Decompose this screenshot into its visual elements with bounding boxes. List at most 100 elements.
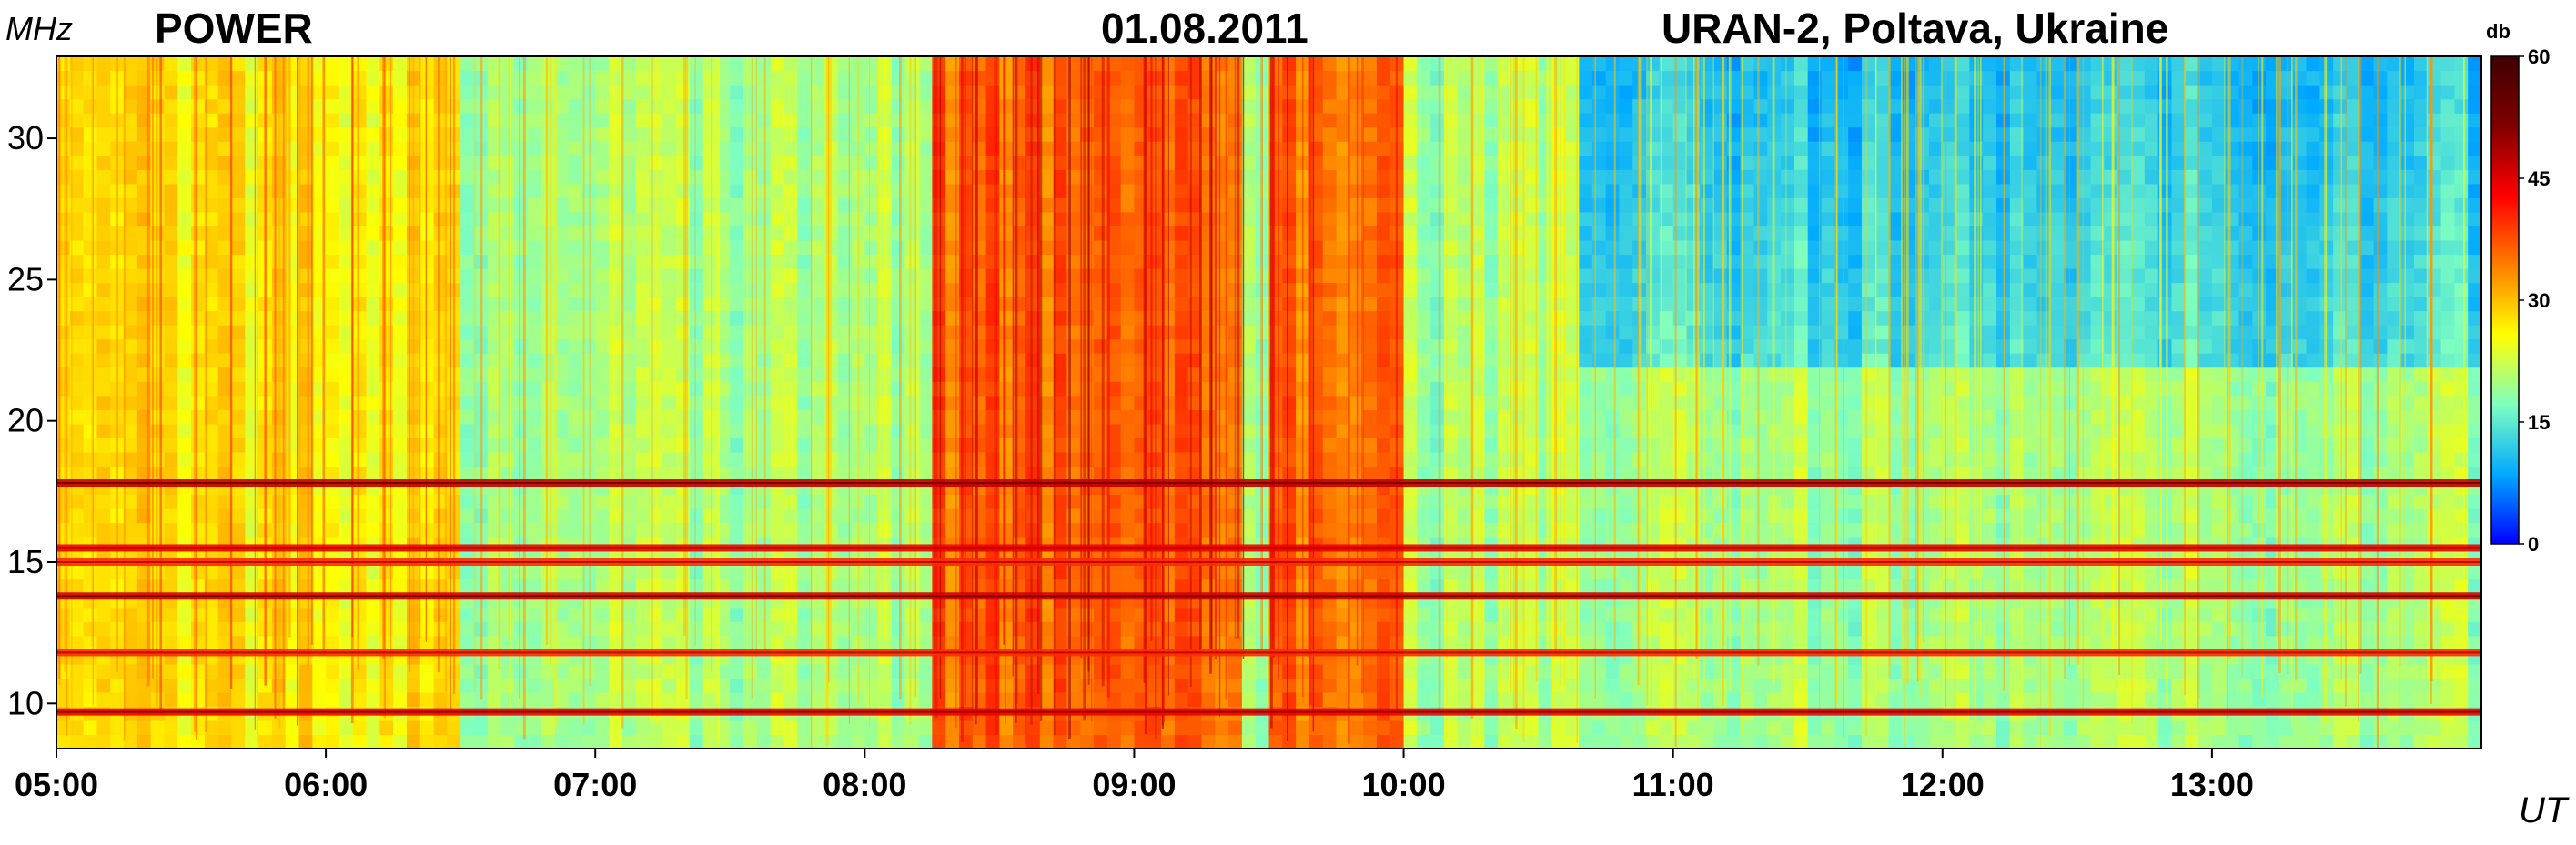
heatmap-cell — [676, 438, 691, 453]
heatmap-cell — [985, 325, 1000, 340]
heatmap-cell — [568, 310, 583, 326]
heatmap-cell — [231, 254, 246, 269]
heatmap-cell — [298, 98, 313, 114]
heatmap-cell — [797, 239, 812, 256]
heatmap-cell — [716, 409, 731, 425]
heatmap-cell — [730, 367, 744, 382]
heatmap-cell — [204, 141, 219, 156]
heatmap-cell — [621, 113, 637, 128]
heatmap-cell — [797, 197, 812, 213]
heatmap-cell — [756, 98, 772, 114]
heatmap-cell — [1013, 508, 1027, 524]
heatmap-cell — [69, 310, 85, 326]
heatmap-cell — [1363, 338, 1378, 354]
heatmap-cell — [1120, 678, 1136, 693]
heatmap-cell — [554, 211, 570, 226]
heatmap-cell — [1147, 565, 1162, 580]
heatmap-cell — [406, 183, 421, 198]
heatmap-cell — [393, 691, 408, 708]
heatmap-cell — [124, 508, 138, 524]
heatmap-cell — [366, 678, 380, 693]
heatmap-cell — [1147, 197, 1162, 213]
heatmap-cell — [568, 141, 583, 156]
heatmap-cell — [1039, 70, 1055, 86]
heatmap-cell — [487, 607, 502, 622]
heatmap-cell — [716, 141, 731, 156]
heatmap-cell — [662, 522, 677, 538]
heatmap-cell — [136, 113, 152, 128]
heatmap-cell — [136, 578, 152, 594]
heatmap-cell — [891, 98, 906, 114]
heatmap-cell — [541, 126, 556, 142]
heatmap-cell — [419, 607, 435, 622]
heatmap-cell — [528, 381, 542, 397]
heatmap-cell — [837, 70, 853, 86]
heatmap-cell — [756, 678, 772, 693]
heatmap-cell — [1120, 451, 1136, 467]
heatmap-cell — [164, 155, 178, 170]
heatmap-cell — [702, 113, 718, 128]
heatmap-cell — [945, 211, 960, 226]
heatmap-cell — [124, 438, 138, 453]
heatmap-cell — [1417, 254, 1431, 269]
heatmap-cell — [124, 85, 138, 100]
heatmap-cell — [487, 678, 502, 693]
heatmap-cell — [1080, 338, 1095, 354]
heatmap-cell — [1080, 565, 1095, 580]
heatmap-cell — [932, 211, 946, 226]
heatmap-cell — [217, 409, 233, 425]
heatmap-cell — [730, 70, 744, 86]
heatmap-cell — [676, 719, 691, 736]
heatmap-cell — [621, 466, 637, 481]
heatmap-cell — [932, 409, 946, 425]
heatmap-cell — [770, 678, 785, 693]
heatmap-cell — [1201, 169, 1216, 185]
heatmap-cell — [743, 367, 758, 382]
heatmap-cell — [1322, 522, 1338, 538]
heatmap-cell — [1376, 85, 1391, 100]
heatmap-cell — [298, 70, 313, 86]
heatmap-cell — [797, 211, 812, 226]
heatmap-cell — [177, 254, 192, 269]
heatmap-cell — [891, 578, 906, 594]
heatmap-cell — [393, 239, 408, 256]
heatmap-cell — [1322, 438, 1338, 453]
heatmap-cell — [676, 381, 691, 397]
heatmap-cell — [487, 141, 502, 156]
heatmap-cell — [689, 310, 704, 326]
heatmap-cell — [811, 522, 825, 538]
heatmap-cell — [932, 325, 946, 340]
heatmap-cell — [783, 663, 798, 679]
heatmap-cell — [918, 678, 933, 693]
heatmap-cell — [1282, 56, 1297, 72]
heatmap-cell — [326, 310, 340, 326]
heatmap-cell — [1147, 451, 1162, 467]
heatmap-cell — [406, 381, 421, 397]
heatmap-cell — [676, 267, 691, 284]
heatmap-cell — [1363, 211, 1378, 226]
heatmap-cell — [837, 565, 853, 580]
heatmap-cell — [191, 85, 206, 100]
heatmap-cell — [985, 522, 1000, 538]
heatmap-cell — [554, 578, 570, 594]
heatmap-cell — [621, 565, 637, 580]
heatmap-cell — [245, 126, 259, 142]
heatmap-cell — [985, 197, 1000, 213]
heatmap-cell — [1174, 239, 1189, 256]
heatmap-cell — [231, 719, 246, 736]
heatmap-cell — [837, 607, 853, 622]
heatmap-cell — [204, 85, 219, 100]
heatmap-cell — [541, 466, 556, 481]
heatmap-cell — [433, 621, 448, 637]
heatmap-cell — [662, 621, 677, 637]
heatmap-cell — [379, 691, 394, 708]
heatmap-cell — [326, 254, 340, 269]
heatmap-cell — [245, 197, 259, 213]
heatmap-cell — [932, 70, 946, 86]
heatmap-cell — [83, 508, 98, 524]
heatmap-cell — [69, 70, 85, 86]
heatmap-cell — [231, 494, 246, 509]
heatmap-cell — [568, 466, 583, 481]
heatmap-cell — [770, 183, 785, 198]
